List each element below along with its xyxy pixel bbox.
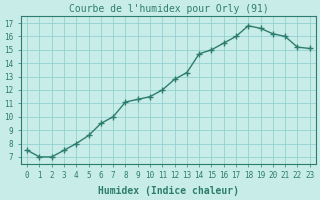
Title: Courbe de l'humidex pour Orly (91): Courbe de l'humidex pour Orly (91) xyxy=(68,4,268,14)
X-axis label: Humidex (Indice chaleur): Humidex (Indice chaleur) xyxy=(98,186,239,196)
